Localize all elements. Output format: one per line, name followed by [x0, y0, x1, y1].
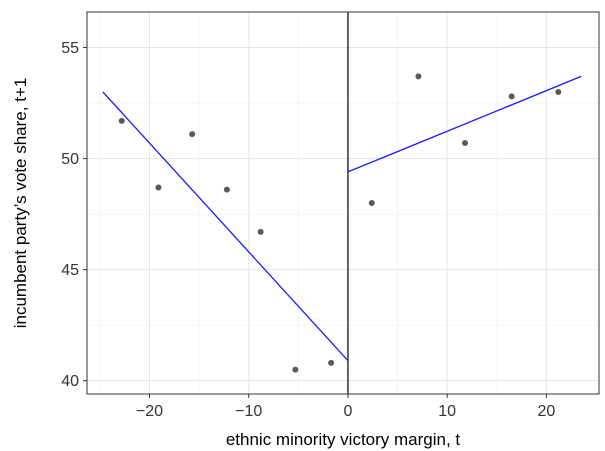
- fit-line-right: [347, 75, 582, 173]
- data-point: [555, 88, 562, 95]
- data-point: [118, 117, 125, 124]
- data-point: [257, 228, 264, 235]
- y-tick-label: 50: [61, 151, 79, 168]
- data-points: [118, 73, 562, 373]
- data-point: [223, 186, 230, 193]
- x-axis-title: ethnic minority victory margin, t: [226, 430, 461, 449]
- fit-lines: [102, 75, 582, 362]
- y-tick-label: 55: [61, 40, 79, 57]
- x-tick-label: 0: [344, 403, 353, 420]
- plot-panel-border: [86, 11, 600, 395]
- data-point: [508, 93, 515, 100]
- data-point: [462, 140, 469, 147]
- data-point: [155, 184, 162, 191]
- data-point: [292, 366, 299, 373]
- data-point: [189, 131, 196, 138]
- fit-line-left: [102, 91, 349, 362]
- y-axis-title: incumbent party’s vote share, t+1: [11, 78, 30, 329]
- x-tick-label: −20: [136, 403, 163, 420]
- x-tick-label: 10: [438, 403, 456, 420]
- data-point: [328, 359, 335, 366]
- axes: −20 −10 0 10 20 40 45 50 55: [61, 40, 555, 420]
- y-tick-label: 45: [61, 262, 79, 279]
- grid: [87, 12, 599, 394]
- x-tick-label: −10: [235, 403, 262, 420]
- data-point: [415, 73, 422, 80]
- data-point: [368, 200, 375, 206]
- x-tick-label: 20: [538, 403, 556, 420]
- y-tick-label: 40: [61, 373, 79, 390]
